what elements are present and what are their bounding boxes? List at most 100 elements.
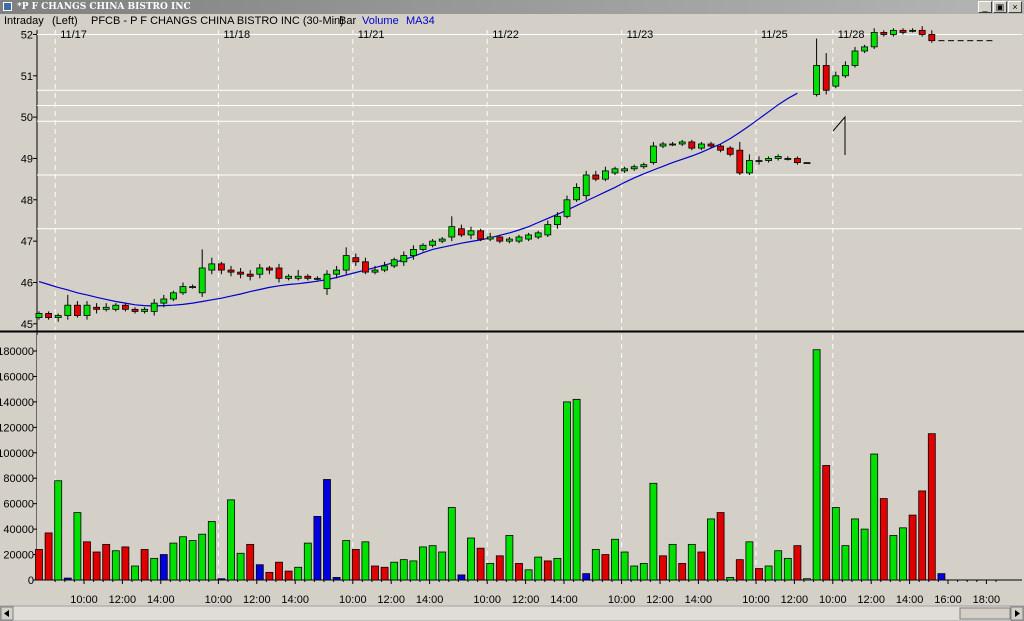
volume-tick-label: 100000 [0,448,34,460]
volume-bar [332,577,341,581]
volume-bar [159,554,168,581]
volume-bar [131,565,139,581]
time-tick-label: 12:00 [243,594,271,606]
volume-study-label[interactable]: Volume [362,15,399,27]
candle [678,141,686,145]
candle [102,306,110,310]
volume-bar [476,547,485,581]
price-tick-label: 47 [21,236,33,248]
volume-bar [639,563,648,581]
volume-bar [889,535,898,581]
volume-bar [591,549,600,581]
horizontal-scrollbar[interactable] [0,605,1024,621]
volume-bar [63,577,72,581]
volume-bar [169,542,178,581]
volume-bar [582,573,591,581]
candle [659,143,667,147]
volume-bar [35,549,43,581]
ma-study-label[interactable]: MA34 [406,15,435,27]
restore-button[interactable]: ▣ [993,1,1007,13]
volume-bar [428,545,437,581]
price-tick-label: 52 [21,29,33,41]
candle [525,234,532,240]
volume-tick-label: 20000 [3,550,34,562]
time-axis: 10:00 12:00 14:00 10:00 12:00 14:00 10:00 12:00… [0,580,1024,621]
volume-bar [726,577,735,581]
candle [342,255,350,271]
volume-bar [227,499,235,581]
candle [54,315,62,318]
volume-bar [179,536,187,581]
candle [621,168,628,172]
volume-bar [755,568,763,581]
candle [746,160,753,174]
volume-bar [687,543,696,581]
volume-bar [111,550,120,581]
candle [870,32,878,48]
candle [592,174,600,180]
time-tick-label: 10:00 [473,594,501,606]
date-label: 11/17 [60,29,87,41]
candle [93,306,100,310]
volume-bar [524,569,533,581]
time-tick-label: 10:00 [742,594,770,606]
candle [534,232,542,238]
volume-bar [659,555,667,581]
time-tick-label: 10:00 [205,594,233,606]
candle [890,29,897,35]
volume-bar [543,560,552,581]
scroll-right-icon [1015,610,1020,617]
candle [131,308,139,312]
volume-bar [207,521,216,581]
volume-bar [361,541,370,581]
candle [419,244,427,250]
period-label: Intraday [4,15,44,27]
scroll-thumb[interactable] [959,607,1011,620]
volume-bar [918,490,927,581]
candle [573,186,580,201]
close-button[interactable]: × [1008,1,1022,13]
candle [602,170,609,180]
volume-bar [438,551,447,581]
time-tick-label: 12:00 [857,594,885,606]
candle [189,286,197,289]
candle [141,308,149,312]
volume-bar [188,540,197,581]
price-tick-label: 51 [21,71,33,83]
candle [438,238,446,242]
volume-bar [735,559,744,581]
volume-bar [121,546,130,581]
axis-label: (Left) [52,15,78,27]
volume-bar [812,349,821,581]
volume-bar [649,482,658,581]
volume-bar [927,433,936,581]
candle [880,32,888,35]
candle [496,236,504,242]
candle [928,34,936,42]
volume-bar [294,566,303,581]
minimize-button[interactable]: _ [978,1,992,13]
candle [477,230,485,240]
volume-bar [563,401,571,581]
candle [630,166,638,170]
volume-bar [54,480,63,581]
volume-tick-label: 140000 [0,397,34,409]
volume-bar [745,541,754,581]
volume-bar [764,565,773,581]
candle [448,226,456,238]
volume-bar [371,565,379,581]
volume-bar [678,563,687,581]
volume-bar [342,540,351,581]
candle [333,269,341,275]
candle [554,215,561,225]
candle [861,46,868,52]
candle [122,304,129,310]
volume-bar [198,533,207,581]
candle [285,275,293,279]
volume-bar [851,518,859,581]
app-icon [3,2,12,11]
volume-bar [275,561,283,581]
volume-bar [92,551,101,581]
candle [313,277,321,280]
